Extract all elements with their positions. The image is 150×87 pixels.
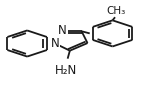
- Text: CH₃: CH₃: [106, 6, 125, 16]
- Text: N: N: [51, 37, 60, 50]
- Text: N: N: [58, 24, 67, 37]
- Text: H₂N: H₂N: [55, 64, 77, 77]
